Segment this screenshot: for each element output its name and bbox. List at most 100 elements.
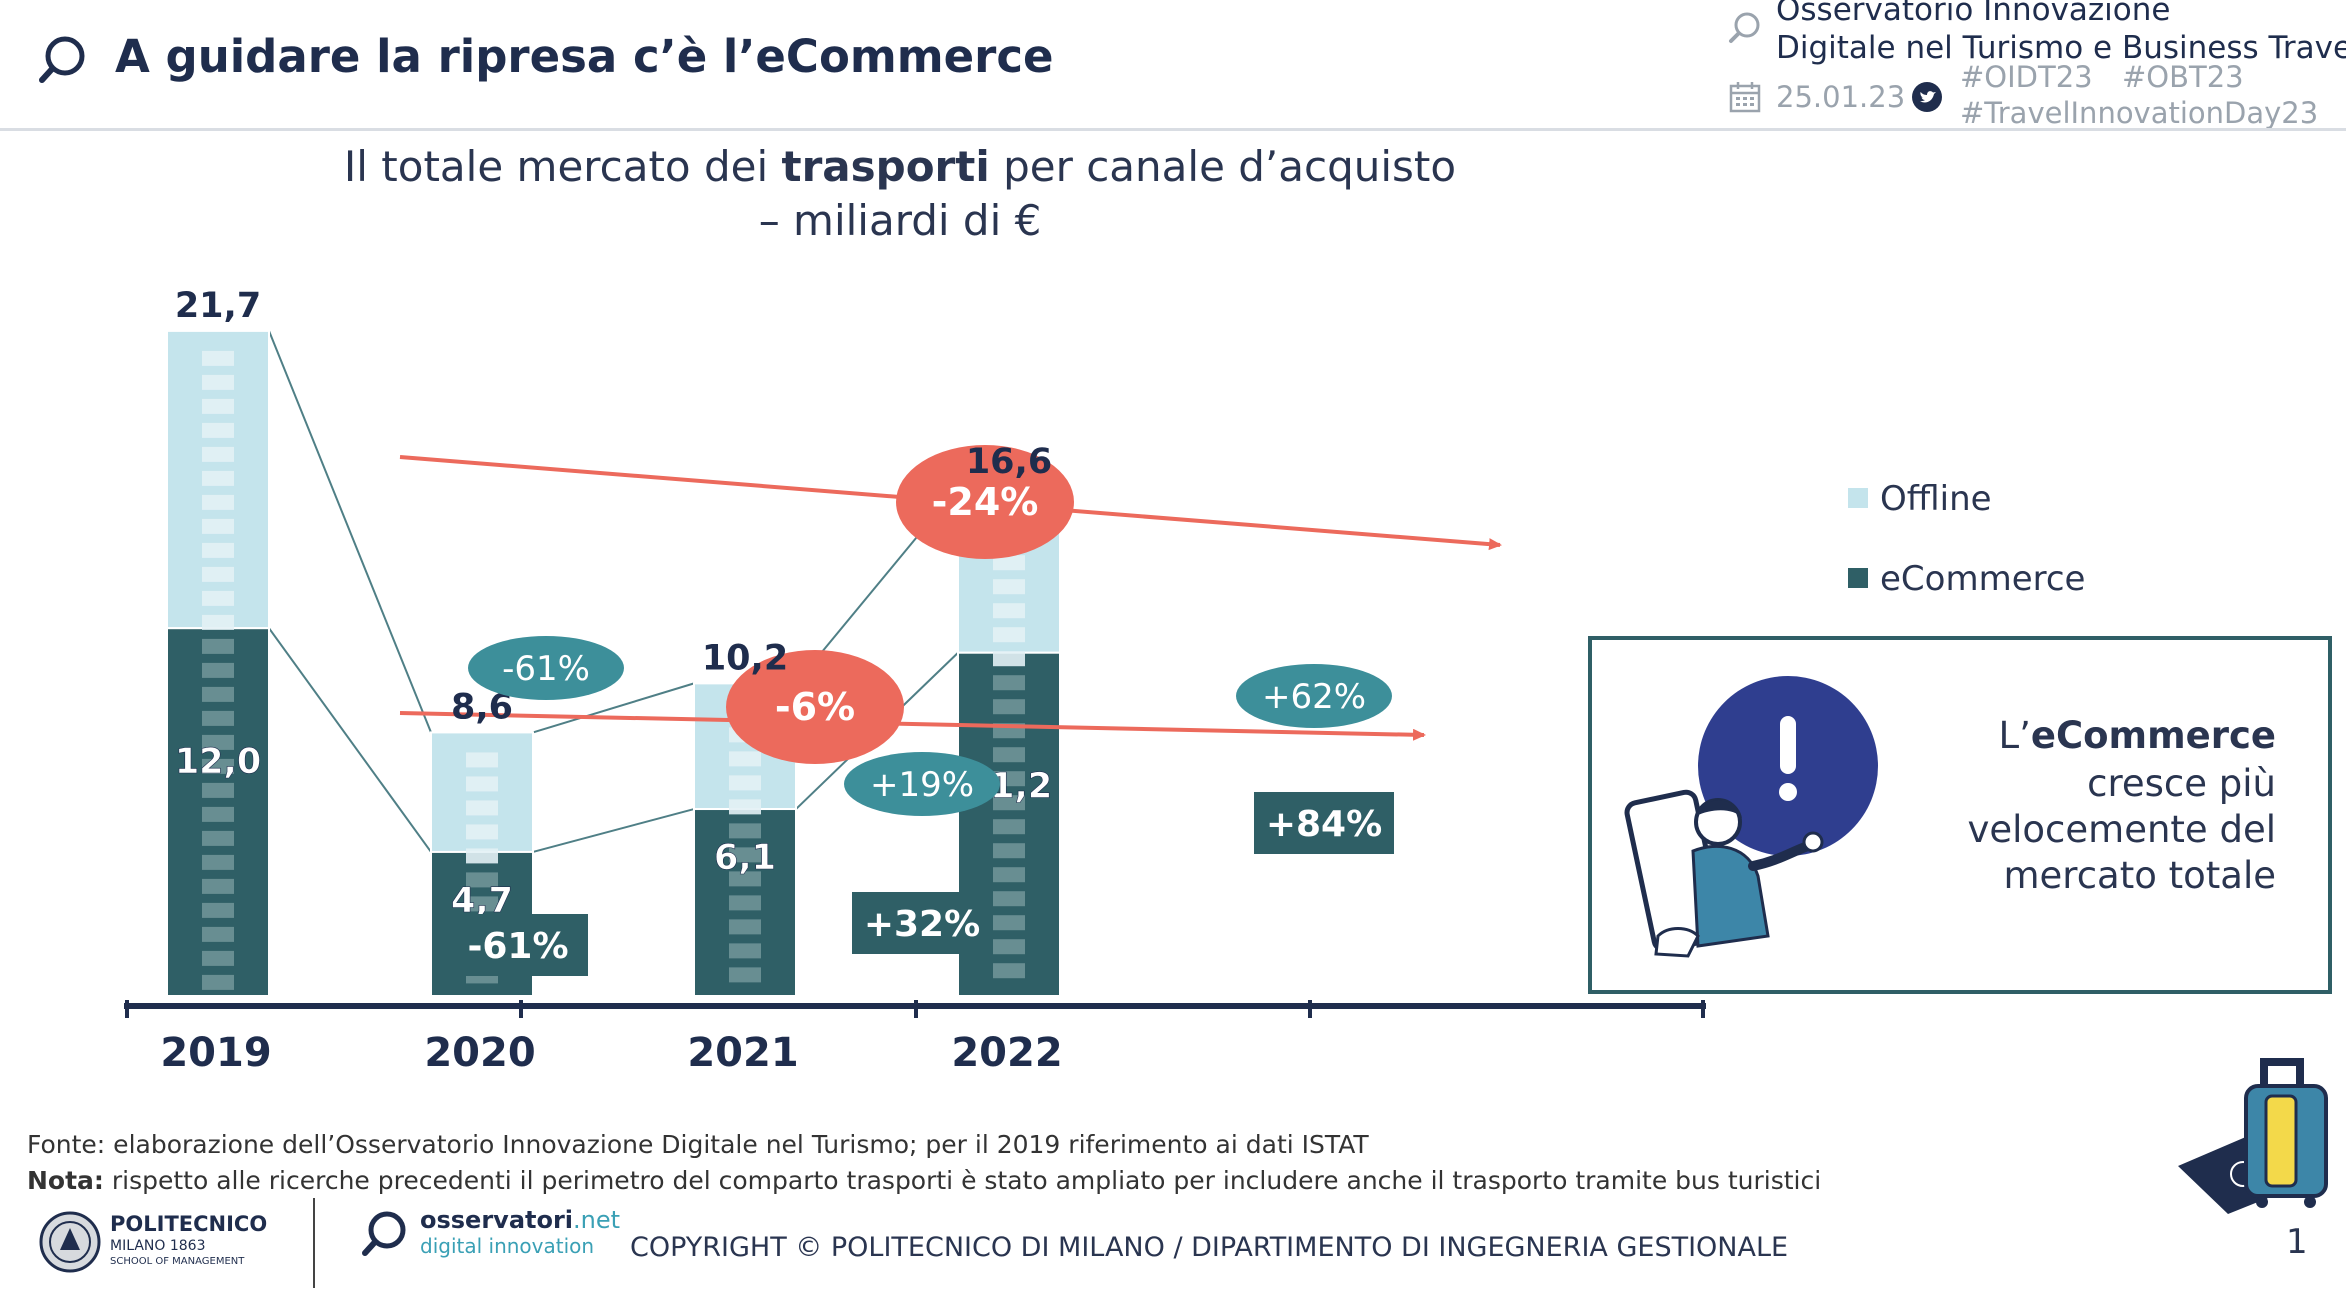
bar-stripe bbox=[993, 819, 1025, 835]
bar-stripe bbox=[993, 795, 1025, 811]
bar-stripe bbox=[993, 891, 1025, 907]
bar-stripe bbox=[993, 867, 1025, 883]
callout-line-3: mercato totale bbox=[2004, 854, 2277, 897]
suitcase-illustration bbox=[2178, 1058, 2328, 1214]
bar-stripe bbox=[202, 398, 234, 414]
bar-stripe bbox=[466, 824, 498, 840]
bar-stripe bbox=[202, 566, 234, 582]
event-date: 25.01.23 bbox=[1776, 80, 1906, 114]
callout-line-1: cresce più bbox=[2087, 762, 2276, 805]
politecnico-school: SCHOOL OF MANAGEMENT bbox=[110, 1256, 245, 1267]
bar-stripe bbox=[202, 638, 234, 654]
page-number: 1 bbox=[2286, 1222, 2308, 1262]
yoy-ecommerce-badge-1 bbox=[852, 892, 992, 954]
twitter-icon[interactable] bbox=[1912, 82, 1942, 112]
hashtag-oidt[interactable]: #OIDT23 bbox=[1960, 60, 2093, 94]
bar-stripe bbox=[993, 747, 1025, 763]
bar-stripe bbox=[202, 542, 234, 558]
bar-stripe bbox=[202, 662, 234, 678]
bar-stripe bbox=[202, 974, 234, 990]
bar-stripe bbox=[993, 603, 1025, 619]
total-label-2019: 21,7 bbox=[175, 286, 261, 326]
hashtag-travelinnovationday[interactable]: #TravelInnovationDay23 bbox=[1960, 96, 2319, 130]
overall-ecommerce-label: -6% bbox=[775, 685, 855, 729]
osservatori-name: osservatori.net bbox=[420, 1206, 620, 1234]
bar-stripe bbox=[993, 963, 1025, 979]
politecnico-seal-logo bbox=[39, 1211, 101, 1273]
callout-line-2: velocemente del bbox=[1967, 808, 2276, 851]
bar-stripe bbox=[993, 579, 1025, 595]
bar-stripe bbox=[729, 751, 761, 767]
osservatori-tagline: digital innovation bbox=[420, 1234, 595, 1258]
bar-stripe bbox=[729, 943, 761, 959]
bar-stripe bbox=[729, 799, 761, 815]
overall-ecommerce-badge bbox=[726, 650, 904, 764]
search-icon-small bbox=[1729, 12, 1760, 43]
source-note: Fonte: elaborazione dell’Osservatorio In… bbox=[27, 1130, 1369, 1159]
bar-stripe bbox=[202, 926, 234, 942]
bar-stripe bbox=[202, 686, 234, 702]
bar-stripe bbox=[202, 614, 234, 630]
yoy-total-badge-2 bbox=[1236, 664, 1392, 728]
total-label-2021: 10,2 bbox=[702, 638, 788, 678]
bar-stripe bbox=[729, 895, 761, 911]
note-text: rispetto alle ricerche precedenti il per… bbox=[103, 1166, 1822, 1195]
politecnico-city: MILANO 1863 bbox=[110, 1238, 206, 1254]
yoy-total-label-0: -61% bbox=[502, 649, 590, 689]
header-divider bbox=[0, 128, 2346, 131]
x-tick-label-2022: 2022 bbox=[951, 1030, 1062, 1076]
yoy-total-badge-1 bbox=[844, 752, 1000, 816]
overall-total-label: -24% bbox=[932, 480, 1039, 524]
osservatori-logo-icon bbox=[362, 1211, 406, 1256]
bar-stripe bbox=[202, 446, 234, 462]
bar-stripe bbox=[202, 734, 234, 750]
chart-title-prefix: Il totale mercato dei bbox=[343, 142, 782, 191]
legend-swatch-offline bbox=[1848, 488, 1868, 508]
bar-stripe bbox=[729, 775, 761, 791]
yoy-ecommerce-label-2: +84% bbox=[1266, 804, 1382, 845]
yoy-total-label-1: +19% bbox=[870, 765, 974, 805]
yoy-ecommerce-badge-2 bbox=[1254, 792, 1394, 854]
bar-stripe bbox=[993, 915, 1025, 931]
bar-stripe bbox=[466, 800, 498, 816]
bar-stripe bbox=[202, 902, 234, 918]
bar-stripe bbox=[202, 854, 234, 870]
bar-stripe bbox=[729, 823, 761, 839]
total-label-2022: 16,6 bbox=[966, 442, 1052, 482]
legend-label-offline: Offline bbox=[1880, 479, 1992, 519]
bar-stripe bbox=[729, 871, 761, 887]
bar-stripe bbox=[202, 878, 234, 894]
person-with-phone-illustration bbox=[1624, 676, 1878, 958]
ecommerce-label-2019: 12,0 bbox=[175, 742, 261, 782]
connector-ecommerce-1 bbox=[532, 808, 695, 853]
bar-stripe bbox=[729, 967, 761, 983]
x-tick-label-2019: 2019 bbox=[160, 1030, 271, 1076]
bar-stripe bbox=[466, 752, 498, 768]
bar-stripe bbox=[202, 422, 234, 438]
bar-stripe bbox=[993, 699, 1025, 715]
stacked-bar-chart: -24%-6% 21,712,08,64,710,26,116,611,2-61… bbox=[124, 286, 2085, 1076]
bar-stripe bbox=[993, 843, 1025, 859]
bar-stripe bbox=[202, 758, 234, 774]
chart-title-bold: trasporti bbox=[781, 142, 990, 191]
footer-divider bbox=[313, 1198, 315, 1288]
x-tick-label-2020: 2020 bbox=[424, 1030, 535, 1076]
hashtag-obt[interactable]: #OBT23 bbox=[2122, 60, 2244, 94]
bar-stripe bbox=[202, 518, 234, 534]
yoy-ecommerce-badge-0 bbox=[448, 914, 588, 976]
yoy-total-badge-0 bbox=[468, 636, 624, 700]
bar-stripe bbox=[202, 494, 234, 510]
x-tick-label-2021: 2021 bbox=[687, 1030, 798, 1076]
bar-stripe bbox=[202, 590, 234, 606]
connector-ecommerce-0 bbox=[268, 627, 432, 853]
yoy-ecommerce-label-1: +32% bbox=[864, 904, 980, 945]
overall-ecommerce-arrow bbox=[399, 711, 1426, 741]
chart-subtitle: – miliardi di € bbox=[758, 196, 1042, 245]
chart-title-suffix: per canale d’acquisto bbox=[989, 142, 1457, 191]
politecnico-name: POLITECNICO bbox=[110, 1212, 268, 1236]
legend-swatch-ecommerce bbox=[1848, 568, 1868, 588]
bar-stripe bbox=[993, 627, 1025, 643]
callout-title: L’eCommerce bbox=[1998, 714, 2276, 757]
bar-stripe bbox=[202, 830, 234, 846]
bar-stripe bbox=[729, 847, 761, 863]
